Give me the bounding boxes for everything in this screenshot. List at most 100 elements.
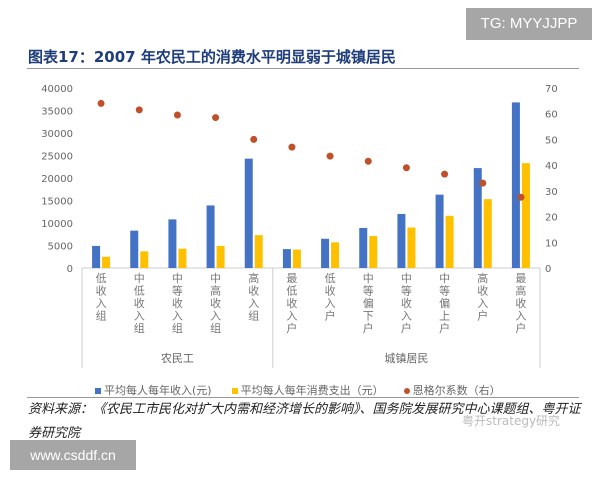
category-label-char: 最 [515,272,526,285]
category-label-char: 组 [134,321,145,335]
bar-income [473,168,482,268]
category-label-char: 低 [286,285,297,298]
category-label-char: 中 [439,272,450,285]
title-divider [27,68,579,69]
bar-consumption [521,163,530,268]
category-label-char: 入 [172,310,183,323]
y-tick-label: 30000 [41,129,73,140]
y2-tick-label: 60 [545,110,558,121]
category-label-char: 收 [210,296,221,310]
category-label-char: 中 [401,272,412,285]
category-label-char: 组 [96,309,107,323]
category-label-char: 组 [210,321,221,335]
legend-label: 平均每人每年收入(元) [104,384,212,397]
category-label-char: 高 [477,271,488,285]
y-tick-label: 20000 [41,174,73,185]
source-note: 资料来源：《农民工市民化对扩大内需和经济增长的影响》、国务院发展研究中心课题组、… [28,402,581,441]
bar-income [92,245,101,268]
legend-item-consumption: 平均每人每年消费支出（元） [231,382,384,398]
bar-consumption [254,235,263,268]
category-label-char: 低 [96,272,107,285]
bar-consumption [483,199,492,268]
y2-tick-label: 0 [545,264,551,275]
category-label-char: 入 [515,310,526,323]
category-label-char: 等 [363,284,374,298]
category-label-char: 高 [248,271,259,285]
bar-consumption [140,251,149,268]
bar-income [435,194,444,268]
bar-consumption [178,248,187,268]
bar-income [130,230,139,268]
legend: 平均每人每年收入(元) 平均每人每年消费支出（元） 恩格尔系数（右） [95,382,501,398]
engel-point [441,170,449,178]
category-label-char: 收 [134,296,145,310]
category-label-char: 最 [286,272,297,285]
watermark-wechat: 粤开strategy研究 [462,414,561,428]
engel-point [135,106,143,114]
y-tick-label: 35000 [41,107,73,118]
y2-tick-label: 10 [545,238,558,249]
category-label-char: 户 [477,309,488,323]
category-label-char: 中 [363,272,374,285]
category-label-char: 低 [134,285,145,298]
bar-consumption [292,249,301,268]
category-label-char: 入 [477,297,488,310]
y-tick-label: 15000 [41,197,73,208]
category-label-char: 高 [515,284,526,298]
category-label-char: 入 [210,310,221,323]
y-tick-label: 40000 [41,84,73,95]
bar-consumption [331,242,340,268]
category-label-char: 收 [477,284,488,298]
engel-point [250,135,258,143]
bar-consumption [102,256,111,268]
category-label-char: 收 [515,296,526,310]
category-label-char: 入 [325,297,336,310]
engel-point [326,152,334,160]
engel-point [479,179,487,187]
category-label-char: 户 [363,321,374,335]
bar-consumption [369,236,378,268]
y-tick-label: 25000 [41,152,73,163]
legend-item-engel: 恩格尔系数（右） [403,382,501,398]
category-label-char: 高 [210,284,221,298]
category-label-char: 收 [325,284,336,298]
category-label-char: 中 [210,272,221,285]
bar-income [282,249,291,268]
category-label-char: 收 [96,284,107,298]
category-label-char: 入 [96,297,107,310]
y-tick-label: 5000 [48,242,73,253]
category-label-char: 户 [401,321,412,335]
category-label-char: 低 [325,272,336,285]
category-label-char: 入 [248,297,259,310]
bar-income [244,158,253,268]
legend-label: 恩格尔系数（右） [412,384,501,397]
y2-tick-label: 40 [545,161,558,172]
chart-canvas: 0 5000 10000 15000 20000 25000 30000 35000 40000… [41,84,558,368]
category-label-char: 等 [172,284,183,298]
category-label-char: 收 [286,296,297,310]
bar-consumption [216,245,225,268]
category-label-char: 等 [401,284,412,298]
legend-item-income: 平均每人每年收入(元) [95,382,212,398]
source-divider [27,397,579,398]
bar-income [511,102,520,269]
bar-income [168,219,177,268]
category-label-char: 等 [439,284,450,298]
engel-point [364,157,372,165]
y-tick-label: 0 [67,264,73,275]
category-label-char: 户 [286,321,297,335]
watermark-bottom: www.csddf.cn [10,440,136,470]
category-label-char: 入 [401,310,412,323]
category-label-char: 下 [363,310,374,323]
category-label-char: 组 [248,309,259,323]
category-label-char: 中 [134,272,145,285]
bar-income [321,238,330,268]
category-label-char: 偏 [439,296,450,310]
category-label-char: 收 [401,296,412,310]
y2-tick-label: 30 [545,187,558,198]
y2-tick-label: 50 [545,135,558,146]
chart-title: 图表17：2007 年农民工的消费水平明显弱于城镇居民 [28,48,396,66]
bar-consumption [445,215,454,268]
group-label: 城镇居民 [384,351,428,365]
category-label-char: 户 [515,321,526,335]
